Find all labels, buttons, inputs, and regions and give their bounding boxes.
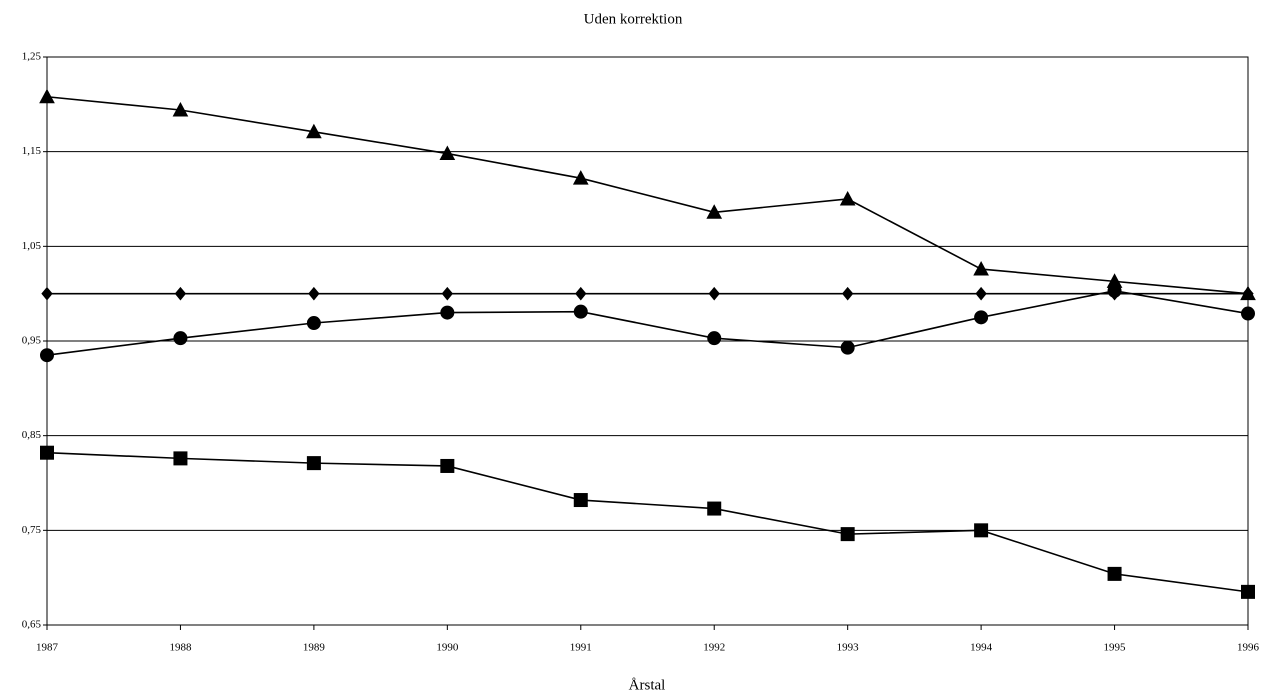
marker [1107,283,1122,298]
marker [839,190,856,206]
marker [1107,566,1122,581]
marker [975,286,987,301]
y-tick-label: 1,05 [22,240,42,252]
plot-border [46,56,1249,626]
marker [1241,584,1255,599]
marker [575,286,587,301]
x-tick-label: 1990 [436,642,459,654]
x-tick-label: 1995 [1104,642,1127,654]
marker [41,286,53,301]
marker [440,458,455,473]
marker [706,204,723,219]
marker [173,451,188,466]
x-tick-label: 1987 [36,642,59,654]
x-tick-label: 1994 [970,642,993,654]
x-tick-label: 1988 [169,642,192,654]
y-tick-label: 0,75 [22,524,42,536]
marker [308,286,320,301]
x-tick-label: 1989 [303,642,326,654]
y-tick-label: 0,95 [22,335,42,347]
marker [441,286,453,301]
marker [39,88,55,104]
x-tick-label: 1991 [570,642,592,654]
marker [440,305,455,320]
series-line [46,451,1249,593]
marker [707,331,722,346]
marker [973,260,989,276]
y-tick-label: 1,15 [22,145,42,157]
marker [1241,306,1255,321]
marker [707,501,722,516]
marker [306,456,321,471]
marker [840,340,855,355]
marker [40,445,54,460]
marker [1240,285,1256,301]
marker [840,527,855,542]
series-line [46,290,1249,356]
x-tick-label: 1992 [703,642,725,654]
y-tick-label: 0,65 [22,619,42,631]
marker [708,286,720,301]
x-tick-label: 1996 [1237,642,1260,654]
marker [172,101,189,117]
marker [572,170,589,185]
marker [306,123,322,139]
marker [974,523,989,538]
y-tick-label: 0,85 [22,429,42,441]
marker [173,331,188,346]
marker [974,310,989,325]
marker [573,493,588,508]
marker [439,145,456,161]
marker [573,304,588,319]
marker [306,316,321,331]
y-tick-label: 1,25 [22,51,42,63]
x-axis-label: Årstal [629,677,666,693]
marker [174,286,187,301]
marker [842,286,854,301]
chart-title: Uden korrektion [584,11,683,27]
series-line [46,95,1249,295]
x-tick-label: 1993 [837,642,860,654]
marker [40,348,54,363]
